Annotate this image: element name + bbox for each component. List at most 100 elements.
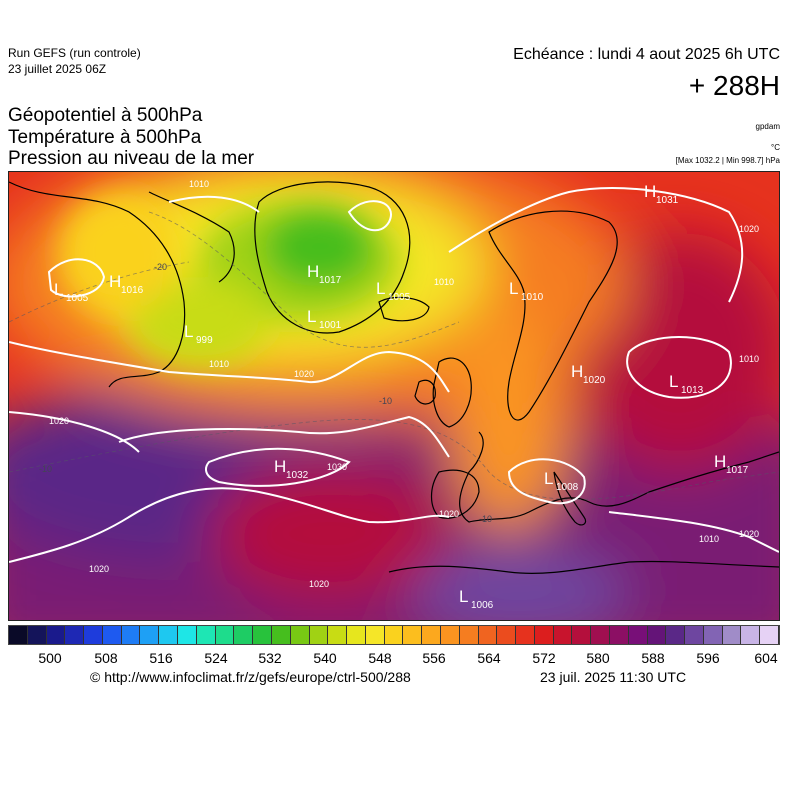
unit-temperature: °C [771, 143, 780, 152]
copyright[interactable]: © http://www.infoclimat.fr/z/gefs/europe… [90, 669, 411, 685]
pressure-center-letter: L [184, 322, 193, 341]
colorbar-label: 588 [641, 650, 665, 666]
pressure-center-value: 1008 [556, 482, 579, 493]
pressure-center-letter: H [644, 182, 656, 201]
pressure-center-letter: H [274, 457, 286, 476]
temperature-label: -10 [39, 464, 52, 474]
pressure-center-letter: L [509, 279, 518, 298]
temperature-labels: -20 -10 -10 -10 [39, 262, 492, 524]
isobar-label: 1020 [739, 529, 759, 539]
colorbar-swatch [347, 626, 366, 644]
isobar-label: 1010 [189, 179, 209, 189]
pressure-minmax: [Max 1032.2 | Min 998.7] hPa [675, 156, 780, 165]
temperature-label: -10 [379, 396, 392, 406]
colorbar-swatch [84, 626, 103, 644]
isobar-label: 1020 [49, 416, 69, 426]
pressure-center-letter: H [714, 452, 726, 471]
colorbar-label: 604 [754, 650, 778, 666]
pressure-center: L 999 [184, 322, 213, 346]
pressure-center-value: 1017 [319, 275, 342, 286]
isobar-label: 1010 [739, 354, 759, 364]
pressure-center: L 1005 [54, 280, 89, 304]
colorbar-swatch [666, 626, 686, 644]
pressure-center-value: 1013 [681, 385, 704, 396]
lead-time: + 288H [688, 70, 780, 101]
field-green-3 [129, 277, 269, 367]
colorbar-swatch [685, 626, 704, 644]
colorbar-swatch [591, 626, 610, 644]
colorbar-label: 516 [149, 650, 173, 666]
param-temperature: Température à 500hPa [8, 127, 202, 148]
pressure-center-letter: H [571, 362, 583, 381]
pressure-center-letter: L [544, 469, 553, 488]
colorbar-swatch [553, 626, 573, 644]
pressure-center-value: 1016 [121, 285, 144, 296]
run-date: 23 juillet 2025 06Z [8, 62, 107, 76]
pressure-center: H 1032 [274, 457, 309, 481]
colorbar-swatch [365, 626, 385, 644]
coast-europe [459, 431, 779, 523]
colorbar-swatch [178, 626, 197, 644]
colorbar-label: 556 [422, 650, 446, 666]
colorbar-swatch [46, 626, 66, 644]
coast-africa [388, 560, 779, 574]
colorbar-swatch [497, 626, 517, 644]
coast-scandinavia [488, 210, 618, 421]
isobar-label: 1010 [209, 359, 229, 369]
generation-time: 23 juil. 2025 11:30 UTC [540, 669, 687, 685]
forecast-valid-time: Echéance : lundi 4 aout 2025 6h UTC [513, 46, 780, 63]
colorbar-label: 532 [258, 650, 282, 666]
pressure-center-letter: H [307, 262, 319, 281]
colorbar-swatch [534, 626, 554, 644]
colorbar-swatch [647, 626, 667, 644]
colorbar-swatch [610, 626, 629, 644]
pressure-center: H 1017 [714, 452, 749, 476]
field-med [409, 547, 629, 620]
colorbar-swatch [703, 626, 723, 644]
coastlines [9, 181, 779, 574]
pressure-center-letter: L [54, 280, 63, 299]
isobar-label: 1010 [434, 277, 454, 287]
isobar-label: 1020 [739, 224, 759, 234]
colorbar-swatch [440, 626, 460, 644]
colorbar-swatch [290, 626, 310, 644]
colorbar-swatch [384, 626, 404, 644]
pressure-center: L 1006 [459, 587, 494, 611]
isobar-label: 1020 [439, 509, 459, 519]
temperature-label: -20 [154, 262, 167, 272]
colorbar-swatch [628, 626, 648, 644]
colorbar-label: 524 [204, 650, 228, 666]
pressure-center-value: 1005 [388, 292, 411, 303]
pressure-center: H 1031 [644, 182, 679, 206]
unit-geopotential: gpdam [755, 122, 780, 131]
field-yellow-nw [59, 192, 179, 312]
pressure-center: L 1005 [376, 279, 411, 303]
colorbar-swatch [159, 626, 179, 644]
colorbar-swatch [328, 626, 348, 644]
temperature-contours [9, 211, 779, 500]
pressure-center: L 1010 [509, 279, 544, 303]
colorbar-label: 596 [696, 650, 720, 666]
colorbar-swatch [459, 626, 479, 644]
colorbar-swatch [572, 626, 592, 644]
pressure-center-letter: L [669, 372, 678, 391]
isobar-label: 1020 [294, 369, 314, 379]
pressure-center: H 1017 [307, 262, 342, 286]
colorbar-swatch [140, 626, 160, 644]
coast-canada [9, 181, 235, 388]
coast-britain [432, 357, 472, 428]
colorbar-swatch [760, 626, 780, 644]
pressure-center: H 1016 [109, 272, 144, 296]
pressure-center: L 1001 [307, 307, 342, 331]
colorbar-swatch [196, 626, 216, 644]
colorbar-label: 564 [477, 650, 501, 666]
coast-ireland [414, 379, 436, 405]
pressure-center-letter: L [307, 307, 316, 326]
coast-iceland [378, 296, 430, 322]
field-center-orange [449, 312, 569, 532]
temperature-label: -10 [479, 514, 492, 524]
pressure-center: L 1013 [669, 372, 704, 396]
pressure-center-value: 999 [196, 335, 213, 346]
isobar-label: 1020 [89, 564, 109, 574]
colorbar-swatch [27, 626, 47, 644]
